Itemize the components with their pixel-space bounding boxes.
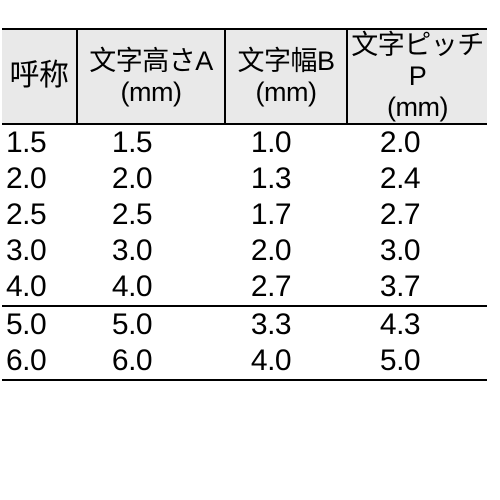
table-cell: 4.0 [225, 343, 347, 380]
table-row: 4.04.02.73.7 [2, 269, 487, 306]
table-cell: 5.0 [2, 306, 77, 343]
table-row: 3.03.02.03.0 [2, 233, 487, 269]
table-cell: 2.0 [2, 161, 77, 197]
table-cell: 4.0 [77, 269, 225, 306]
col-header-pitch-l1: 文字ピッチP [348, 30, 487, 92]
table-header: 呼称 文字高さA (mm) 文字幅B (mm) 文字ピッチP (mm) [2, 29, 487, 124]
table-cell: 1.5 [2, 124, 77, 161]
table-cell: 4.3 [347, 306, 487, 343]
table-cell: 1.7 [225, 197, 347, 233]
table-cell: 5.0 [347, 343, 487, 380]
col-header-pitch: 文字ピッチP (mm) [347, 29, 487, 124]
table-cell: 1.3 [225, 161, 347, 197]
table-cell: 2.4 [347, 161, 487, 197]
col-header-name: 呼称 [2, 29, 77, 124]
table-cell: 2.0 [77, 161, 225, 197]
col-header-width-l2: (mm) [226, 77, 346, 108]
table-body: 1.51.51.02.02.02.01.32.42.52.51.72.73.03… [2, 124, 487, 380]
table-cell: 2.7 [225, 269, 347, 306]
table-cell: 3.3 [225, 306, 347, 343]
col-header-width: 文字幅B (mm) [225, 29, 347, 124]
table-cell: 4.0 [2, 269, 77, 306]
table-cell: 5.0 [77, 306, 225, 343]
table-cell: 2.0 [225, 233, 347, 269]
table-cell: 6.0 [2, 343, 77, 380]
spec-table: 呼称 文字高さA (mm) 文字幅B (mm) 文字ピッチP (mm) 1.51… [2, 28, 487, 381]
col-header-name-l1: 呼称 [10, 59, 69, 92]
table-cell: 2.5 [77, 197, 225, 233]
table-cell: 2.0 [347, 124, 487, 161]
table-row: 6.06.04.05.0 [2, 343, 487, 380]
table-cell: 2.7 [347, 197, 487, 233]
col-header-height: 文字高さA (mm) [77, 29, 225, 124]
col-header-pitch-l2: (mm) [348, 92, 487, 123]
table-cell: 6.0 [77, 343, 225, 380]
table-row: 1.51.51.02.0 [2, 124, 487, 161]
table-cell: 1.5 [77, 124, 225, 161]
col-header-height-l1: 文字高さA [78, 46, 224, 77]
table-row: 2.02.01.32.4 [2, 161, 487, 197]
col-header-height-l2: (mm) [78, 77, 224, 108]
table-cell: 3.0 [77, 233, 225, 269]
table-cell: 3.7 [347, 269, 487, 306]
table-cell: 3.0 [347, 233, 487, 269]
table-row: 2.52.51.72.7 [2, 197, 487, 233]
table-cell: 2.5 [2, 197, 77, 233]
table-cell: 1.0 [225, 124, 347, 161]
table-cell: 3.0 [2, 233, 77, 269]
col-header-width-l1: 文字幅B [226, 46, 346, 77]
table-row: 5.05.03.34.3 [2, 306, 487, 343]
